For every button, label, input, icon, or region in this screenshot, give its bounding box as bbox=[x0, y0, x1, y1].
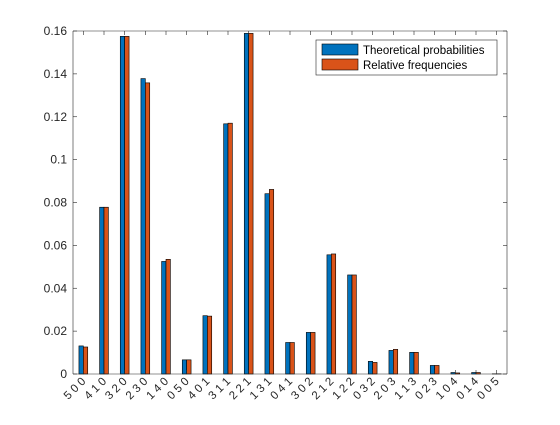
y-tick-label-1: 0.02 bbox=[44, 324, 68, 338]
bar-theoretical-7 bbox=[224, 124, 228, 374]
bar-relative-13 bbox=[352, 275, 356, 374]
x-tick-label-7: 3 1 1 bbox=[207, 376, 234, 403]
x-tick-label-6: 4 0 1 bbox=[186, 376, 213, 403]
bar-theoretical-9 bbox=[265, 194, 269, 374]
bar-relative-0 bbox=[83, 347, 87, 374]
bar-theoretical-17 bbox=[430, 365, 434, 374]
x-tick-label-8: 2 2 1 bbox=[227, 376, 254, 403]
x-tick-label-9: 1 3 1 bbox=[248, 376, 275, 403]
bar-relative-3 bbox=[145, 83, 149, 374]
legend-swatch-1 bbox=[322, 59, 358, 70]
x-tick-label-16: 1 1 3 bbox=[393, 376, 420, 403]
x-tick-label-13: 1 2 2 bbox=[331, 376, 358, 403]
y-tick-label-3: 0.06 bbox=[44, 238, 68, 252]
y-tick-label-7: 0.14 bbox=[44, 67, 68, 81]
bar-theoretical-16 bbox=[410, 352, 414, 374]
y-tick-label-6: 0.12 bbox=[44, 110, 68, 124]
bar-theoretical-15 bbox=[389, 350, 393, 374]
legend: Theoretical probabilities Relative freque… bbox=[316, 40, 497, 75]
bar-theoretical-14 bbox=[368, 361, 372, 374]
x-tick-label-19: 0 1 4 bbox=[455, 375, 482, 402]
y-tick-label-5: 0.1 bbox=[50, 153, 67, 167]
plot-area bbox=[73, 31, 507, 374]
bar-theoretical-11 bbox=[306, 332, 310, 374]
x-tick-label-1: 4 1 0 bbox=[83, 376, 110, 403]
bar-relative-11 bbox=[311, 332, 315, 374]
x-tick-label-18: 1 0 4 bbox=[434, 375, 461, 402]
bar-relative-4 bbox=[166, 259, 170, 374]
y-tick-label-2: 0.04 bbox=[44, 281, 68, 295]
bar-relative-5 bbox=[187, 360, 191, 374]
y-tick-label-8: 0.16 bbox=[44, 24, 68, 38]
bar-relative-15 bbox=[393, 349, 397, 374]
bar-theoretical-10 bbox=[286, 342, 290, 374]
x-tick-label-5: 0 5 0 bbox=[165, 376, 192, 403]
bar-relative-16 bbox=[414, 352, 418, 374]
legend-label-0: Theoretical probabilities bbox=[363, 45, 485, 57]
bar-theoretical-3 bbox=[141, 79, 145, 374]
bar-theoretical-13 bbox=[348, 275, 352, 374]
bar-theoretical-12 bbox=[327, 255, 331, 374]
bar-relative-1 bbox=[104, 207, 108, 374]
bar-theoretical-8 bbox=[244, 33, 248, 374]
bar-theoretical-4 bbox=[162, 261, 166, 374]
bar-relative-6 bbox=[207, 316, 211, 374]
bar-relative-17 bbox=[435, 365, 439, 374]
bar-theoretical-5 bbox=[182, 360, 186, 374]
legend-swatch-0 bbox=[322, 44, 358, 55]
x-tick-label-15: 2 0 3 bbox=[372, 376, 399, 403]
x-tick-label-17: 0 2 3 bbox=[413, 376, 440, 403]
y-tick-label-0: 0 bbox=[60, 367, 67, 381]
x-tick-label-10: 0 4 1 bbox=[269, 376, 296, 403]
legend-label-1: Relative frequencies bbox=[363, 60, 467, 72]
x-tick-label-20: 0 0 5 bbox=[475, 376, 502, 403]
bar-theoretical-1 bbox=[100, 207, 104, 374]
bar-relative-12 bbox=[331, 254, 335, 374]
bar-relative-14 bbox=[373, 362, 377, 374]
x-tick-label-11: 3 0 2 bbox=[289, 376, 316, 403]
bar-theoretical-0 bbox=[79, 346, 83, 374]
x-tick-label-12: 2 1 2 bbox=[310, 376, 337, 403]
bar-relative-9 bbox=[269, 189, 273, 374]
x-tick-label-2: 3 2 0 bbox=[103, 376, 130, 403]
bar-relative-2 bbox=[125, 36, 129, 374]
y-tick-label-4: 0.08 bbox=[44, 196, 68, 210]
bar-relative-7 bbox=[228, 123, 232, 374]
x-tick-label-4: 1 4 0 bbox=[145, 376, 172, 403]
bar-theoretical-2 bbox=[120, 36, 124, 374]
x-tick-label-14: 0 3 2 bbox=[351, 376, 378, 403]
x-tick-label-3: 2 3 0 bbox=[124, 376, 151, 403]
bar-relative-8 bbox=[249, 33, 253, 374]
bar-theoretical-6 bbox=[203, 316, 207, 374]
bar-relative-10 bbox=[290, 342, 294, 374]
